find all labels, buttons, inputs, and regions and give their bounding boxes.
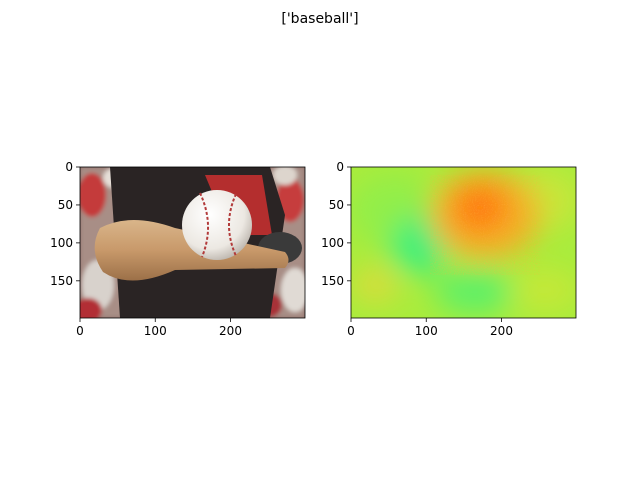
y-tick-label-left-100: 100 [50, 236, 73, 250]
x-axis-right: 0 100 200 [347, 318, 513, 338]
x-tick-label-left-0: 0 [76, 324, 84, 338]
y-tick-label-left-0: 0 [65, 160, 73, 174]
baseball-photo [80, 167, 305, 318]
image-panel: 0 100 200 0 50 100 150 [50, 160, 306, 338]
x-axis-left: 0 100 200 [76, 318, 242, 338]
y-tick-label-right-100: 100 [321, 236, 344, 250]
y-axis-right: 0 50 100 150 [321, 160, 351, 288]
y-tick-label-right-0: 0 [336, 160, 344, 174]
y-tick-label-left-50: 50 [58, 198, 73, 212]
attribution-heatmap [351, 167, 576, 318]
x-tick-label-left-200: 200 [219, 324, 242, 338]
y-tick-label-right-50: 50 [329, 198, 344, 212]
x-tick-label-right-100: 100 [415, 324, 438, 338]
y-axis-left: 0 50 100 150 [50, 160, 80, 288]
x-tick-label-right-0: 0 [347, 324, 355, 338]
heatmap-panel: 0 100 200 0 50 100 150 [321, 160, 577, 338]
x-tick-label-right-200: 200 [490, 324, 513, 338]
figure-title: ['baseball'] [281, 11, 358, 27]
y-tick-label-left-150: 150 [50, 274, 73, 288]
x-tick-label-left-100: 100 [144, 324, 167, 338]
y-tick-label-right-150: 150 [321, 274, 344, 288]
